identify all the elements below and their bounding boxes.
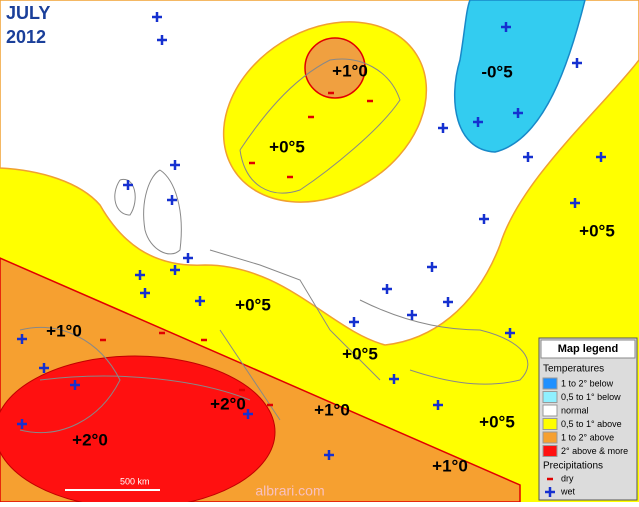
wet-marker: [324, 450, 334, 460]
anomaly-label: +1°0: [314, 400, 350, 419]
legend-item: 1 to 2° below: [561, 378, 614, 388]
legend-swatch: [542, 418, 558, 430]
scandinavia-zone: [222, 21, 428, 203]
dry-markers: [100, 91, 373, 407]
legend-wet-icon: [545, 487, 555, 497]
anomaly-label: +1°0: [432, 456, 468, 475]
cool-zone: [454, 0, 586, 153]
wet-markers: [17, 12, 606, 460]
wet-marker: [123, 180, 133, 190]
wet-marker: [183, 253, 193, 263]
coastlines: [19, 58, 529, 434]
wet-marker: [389, 374, 399, 384]
wet-marker: [170, 265, 180, 275]
wet-marker: [501, 22, 511, 32]
legend-swatch: [542, 377, 558, 390]
legend-title-box: [540, 339, 636, 359]
legend-item: 1 to 2° above: [561, 432, 614, 442]
legend-swatch: [542, 431, 558, 444]
wet-marker: [443, 297, 453, 307]
legend-item: dry: [561, 473, 574, 483]
wet-marker: [596, 152, 606, 162]
anomaly-label: +0°5: [479, 412, 515, 431]
wet-marker: [70, 380, 80, 390]
legend-swatch: [542, 404, 558, 417]
legend-heading: Precipitations: [543, 461, 603, 472]
wet-marker: [167, 195, 177, 205]
anomaly-label: +2°0: [210, 394, 246, 413]
legend-swatch: [542, 391, 558, 403]
scale-label: 500 km: [120, 476, 150, 486]
wet-marker: [349, 317, 359, 327]
hot-zone: [0, 355, 276, 507]
wet-marker: [513, 108, 523, 118]
wet-marker: [170, 160, 180, 170]
wet-marker: [572, 58, 582, 68]
anomaly-label: +0°5: [235, 295, 271, 314]
wet-marker: [243, 409, 253, 419]
legend: Map legend Temperatures Precipitations 1…: [538, 337, 638, 501]
legend-item: normal: [561, 405, 589, 415]
watermark: albrari.com: [255, 483, 324, 499]
wet-marker: [17, 419, 27, 429]
legend-swatch: [542, 445, 558, 457]
wet-marker: [152, 12, 162, 22]
anomaly-label: -0°5: [481, 62, 512, 81]
wet-marker: [382, 284, 392, 294]
wet-marker: [473, 117, 483, 127]
legend-item: 0,5 to 1° below: [561, 392, 621, 402]
legend-item: wet: [560, 486, 576, 496]
wet-marker: [39, 363, 49, 373]
wet-marker: [570, 198, 580, 208]
legend-heading: Temperatures: [543, 364, 604, 375]
wet-marker: [505, 328, 515, 338]
anomaly-label: +2°0: [72, 430, 108, 449]
anomaly-label: +1°0: [332, 61, 368, 80]
legend-title: Map legend: [558, 343, 619, 355]
legend-item: 0,5 to 1° above: [561, 419, 622, 429]
anomaly-label: +0°5: [269, 137, 305, 156]
wet-marker: [407, 310, 417, 320]
wet-marker: [195, 296, 205, 306]
wet-marker: [433, 400, 443, 410]
title-year: 2012: [6, 27, 46, 47]
wet-marker: [523, 152, 533, 162]
wet-marker: [135, 270, 145, 280]
wet-marker: [157, 35, 167, 45]
legend-item: 2° above & more: [561, 446, 628, 456]
wet-marker: [17, 334, 27, 344]
anomaly-label: +1°0: [46, 321, 82, 340]
wet-marker: [479, 214, 489, 224]
wet-marker: [140, 288, 150, 298]
warm-circle: [304, 37, 366, 99]
anomaly-label: +0°5: [579, 221, 615, 240]
wet-marker: [438, 123, 448, 133]
wet-marker: [427, 262, 437, 272]
anomaly-label: +0°5: [342, 344, 378, 363]
title-month: JULY: [6, 3, 50, 23]
